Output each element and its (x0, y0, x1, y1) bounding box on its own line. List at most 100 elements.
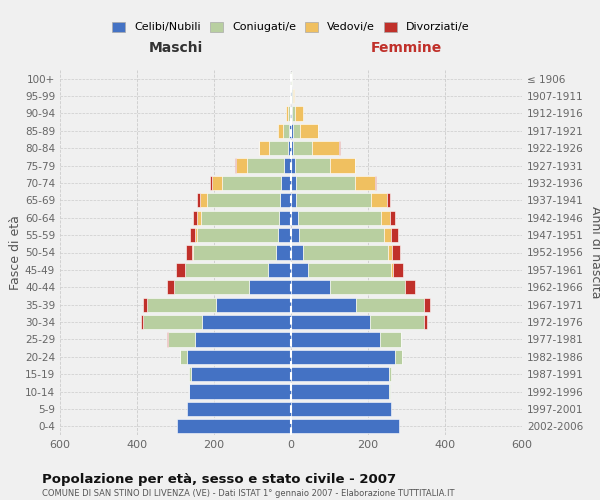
Bar (269, 141, 288, 156)
Bar (281, 176, 291, 190)
Bar (355, 176, 374, 190)
Bar (168, 332, 195, 346)
Bar (195, 332, 291, 346)
Bar (299, 228, 384, 242)
Bar (236, 158, 247, 172)
Bar (197, 193, 200, 208)
Bar (293, 141, 312, 156)
Bar (189, 384, 291, 398)
Bar (185, 263, 268, 277)
Bar (268, 263, 291, 277)
Bar (280, 210, 291, 225)
Bar (308, 263, 391, 277)
Bar (329, 280, 404, 294)
Bar (178, 419, 291, 434)
Bar (404, 280, 406, 294)
Bar (280, 193, 291, 208)
Bar (235, 158, 236, 172)
Bar (312, 141, 339, 156)
Bar (329, 158, 355, 172)
Bar (195, 228, 197, 242)
Bar (200, 193, 207, 208)
Bar (393, 263, 403, 277)
Bar (290, 106, 291, 120)
Bar (424, 298, 430, 312)
Bar (141, 315, 143, 329)
Bar (291, 367, 389, 382)
Bar (296, 193, 371, 208)
Bar (193, 246, 275, 260)
Bar (381, 210, 391, 225)
Bar (187, 350, 291, 364)
Bar (292, 89, 293, 103)
Bar (387, 193, 390, 208)
Bar (291, 210, 298, 225)
Bar (389, 367, 391, 382)
Bar (291, 315, 370, 329)
Bar (192, 246, 193, 260)
Bar (295, 106, 302, 120)
Bar (356, 298, 424, 312)
Bar (291, 350, 395, 364)
Bar (197, 228, 278, 242)
Bar (210, 176, 212, 190)
Bar (202, 315, 291, 329)
Bar (374, 176, 376, 190)
Bar (278, 228, 291, 242)
Bar (298, 210, 381, 225)
Bar (293, 89, 295, 103)
Bar (167, 280, 173, 294)
Bar (406, 280, 415, 294)
Bar (283, 124, 289, 138)
Bar (197, 210, 200, 225)
Bar (289, 124, 291, 138)
Bar (291, 176, 296, 190)
Y-axis label: Anni di nascita: Anni di nascita (589, 206, 600, 298)
Bar (304, 246, 388, 260)
Bar (388, 246, 392, 260)
Bar (180, 350, 187, 364)
Bar (391, 228, 398, 242)
Bar (146, 298, 216, 312)
Bar (216, 298, 291, 312)
Bar (380, 332, 401, 346)
Bar (143, 315, 202, 329)
Bar (193, 210, 197, 225)
Bar (288, 141, 291, 156)
Bar (300, 124, 317, 138)
Bar (143, 298, 146, 312)
Bar (291, 298, 356, 312)
Bar (189, 367, 191, 382)
Bar (291, 246, 304, 260)
Bar (296, 176, 355, 190)
Bar (395, 350, 402, 364)
Bar (278, 124, 283, 138)
Bar (384, 228, 391, 242)
Bar (291, 124, 293, 138)
Legend: Celibi/Nubili, Coniugati/e, Vedovi/e, Divorziati/e: Celibi/Nubili, Coniugati/e, Vedovi/e, Di… (108, 17, 474, 37)
Bar (222, 176, 281, 190)
Bar (247, 158, 284, 172)
Bar (291, 158, 295, 172)
Bar (391, 263, 393, 277)
Bar (186, 246, 192, 260)
Text: Popolazione per età, sesso e stato civile - 2007: Popolazione per età, sesso e stato civil… (42, 472, 396, 486)
Text: Maschi: Maschi (148, 42, 203, 56)
Bar (212, 176, 222, 190)
Bar (289, 106, 290, 120)
Bar (176, 263, 185, 277)
Bar (291, 193, 296, 208)
Bar (392, 246, 400, 260)
Bar (284, 158, 291, 172)
Bar (291, 402, 391, 416)
Text: Femmine: Femmine (371, 42, 442, 56)
Bar (173, 280, 248, 294)
Bar (291, 384, 389, 398)
Bar (291, 228, 299, 242)
Bar (370, 315, 424, 329)
Bar (291, 89, 292, 103)
Bar (291, 141, 293, 156)
Bar (291, 419, 399, 434)
Bar (291, 280, 329, 294)
Bar (371, 193, 387, 208)
